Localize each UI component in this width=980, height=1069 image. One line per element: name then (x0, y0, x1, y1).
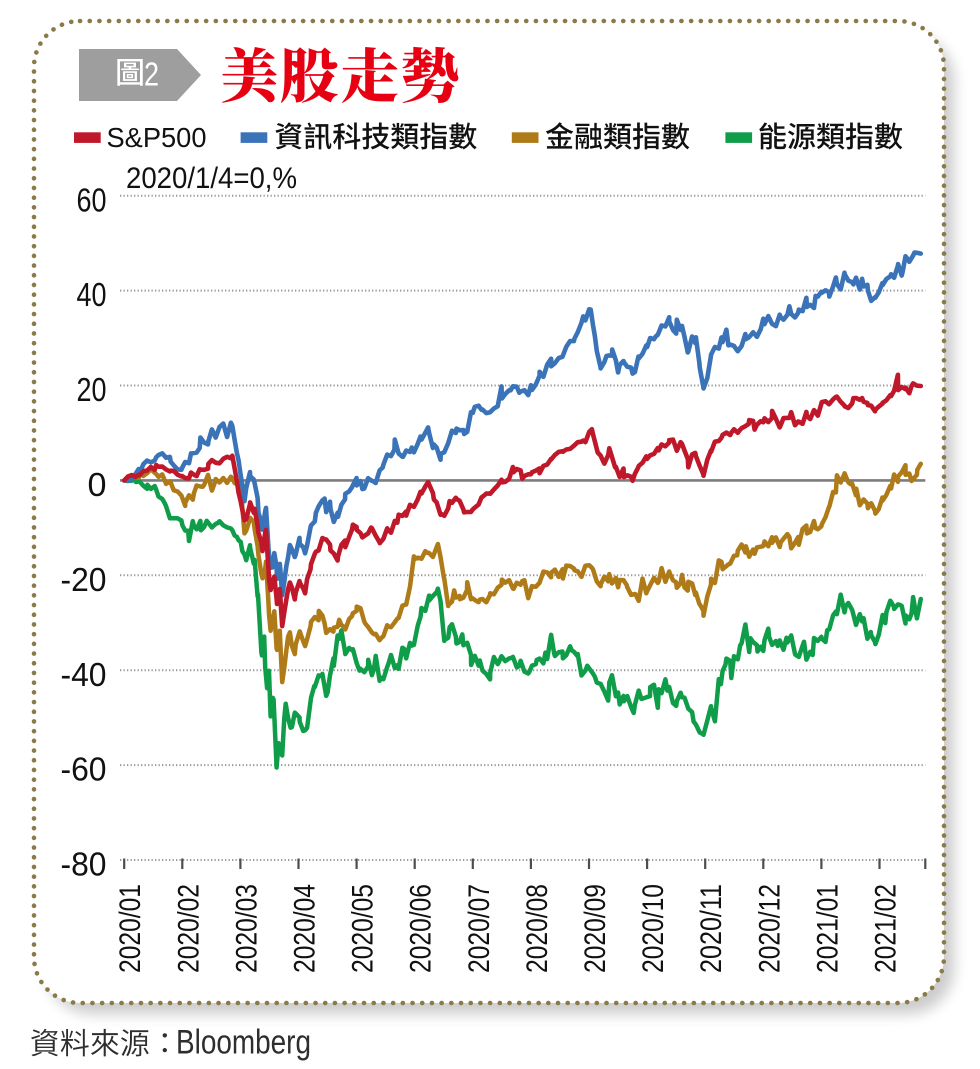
svg-text:60: 60 (77, 181, 107, 218)
svg-text:2020/04: 2020/04 (289, 884, 322, 973)
svg-text:2020/1/4=0,%: 2020/1/4=0,% (126, 162, 297, 195)
svg-text:2020/01: 2020/01 (114, 884, 147, 973)
svg-text:2020/07: 2020/07 (463, 884, 496, 973)
svg-text:Bloomberg: Bloomberg (176, 1024, 311, 1062)
svg-text:2020/08: 2020/08 (521, 884, 554, 973)
svg-text:S&P500: S&P500 (107, 122, 207, 153)
svg-text:2021/02: 2021/02 (870, 884, 903, 973)
svg-text:2020/10: 2020/10 (637, 884, 670, 973)
svg-text:-60: -60 (61, 751, 107, 788)
svg-text:2020/12: 2020/12 (753, 884, 786, 973)
svg-text:2: 2 (144, 57, 159, 94)
svg-text:20: 20 (77, 371, 107, 408)
svg-text:2020/11: 2020/11 (695, 884, 728, 973)
svg-text:40: 40 (77, 276, 107, 313)
svg-text:-40: -40 (61, 656, 107, 693)
svg-text:-80: -80 (61, 846, 107, 883)
svg-text:2020/02: 2020/02 (172, 884, 205, 973)
svg-text:2020/03: 2020/03 (230, 884, 263, 973)
svg-text:-20: -20 (61, 561, 107, 598)
svg-text:2020/06: 2020/06 (405, 884, 438, 973)
svg-text:2020/05: 2020/05 (347, 884, 380, 973)
svg-text:2021/01: 2021/01 (811, 884, 844, 973)
svg-text:0: 0 (88, 466, 107, 503)
svg-text:2020/09: 2020/09 (579, 884, 612, 973)
